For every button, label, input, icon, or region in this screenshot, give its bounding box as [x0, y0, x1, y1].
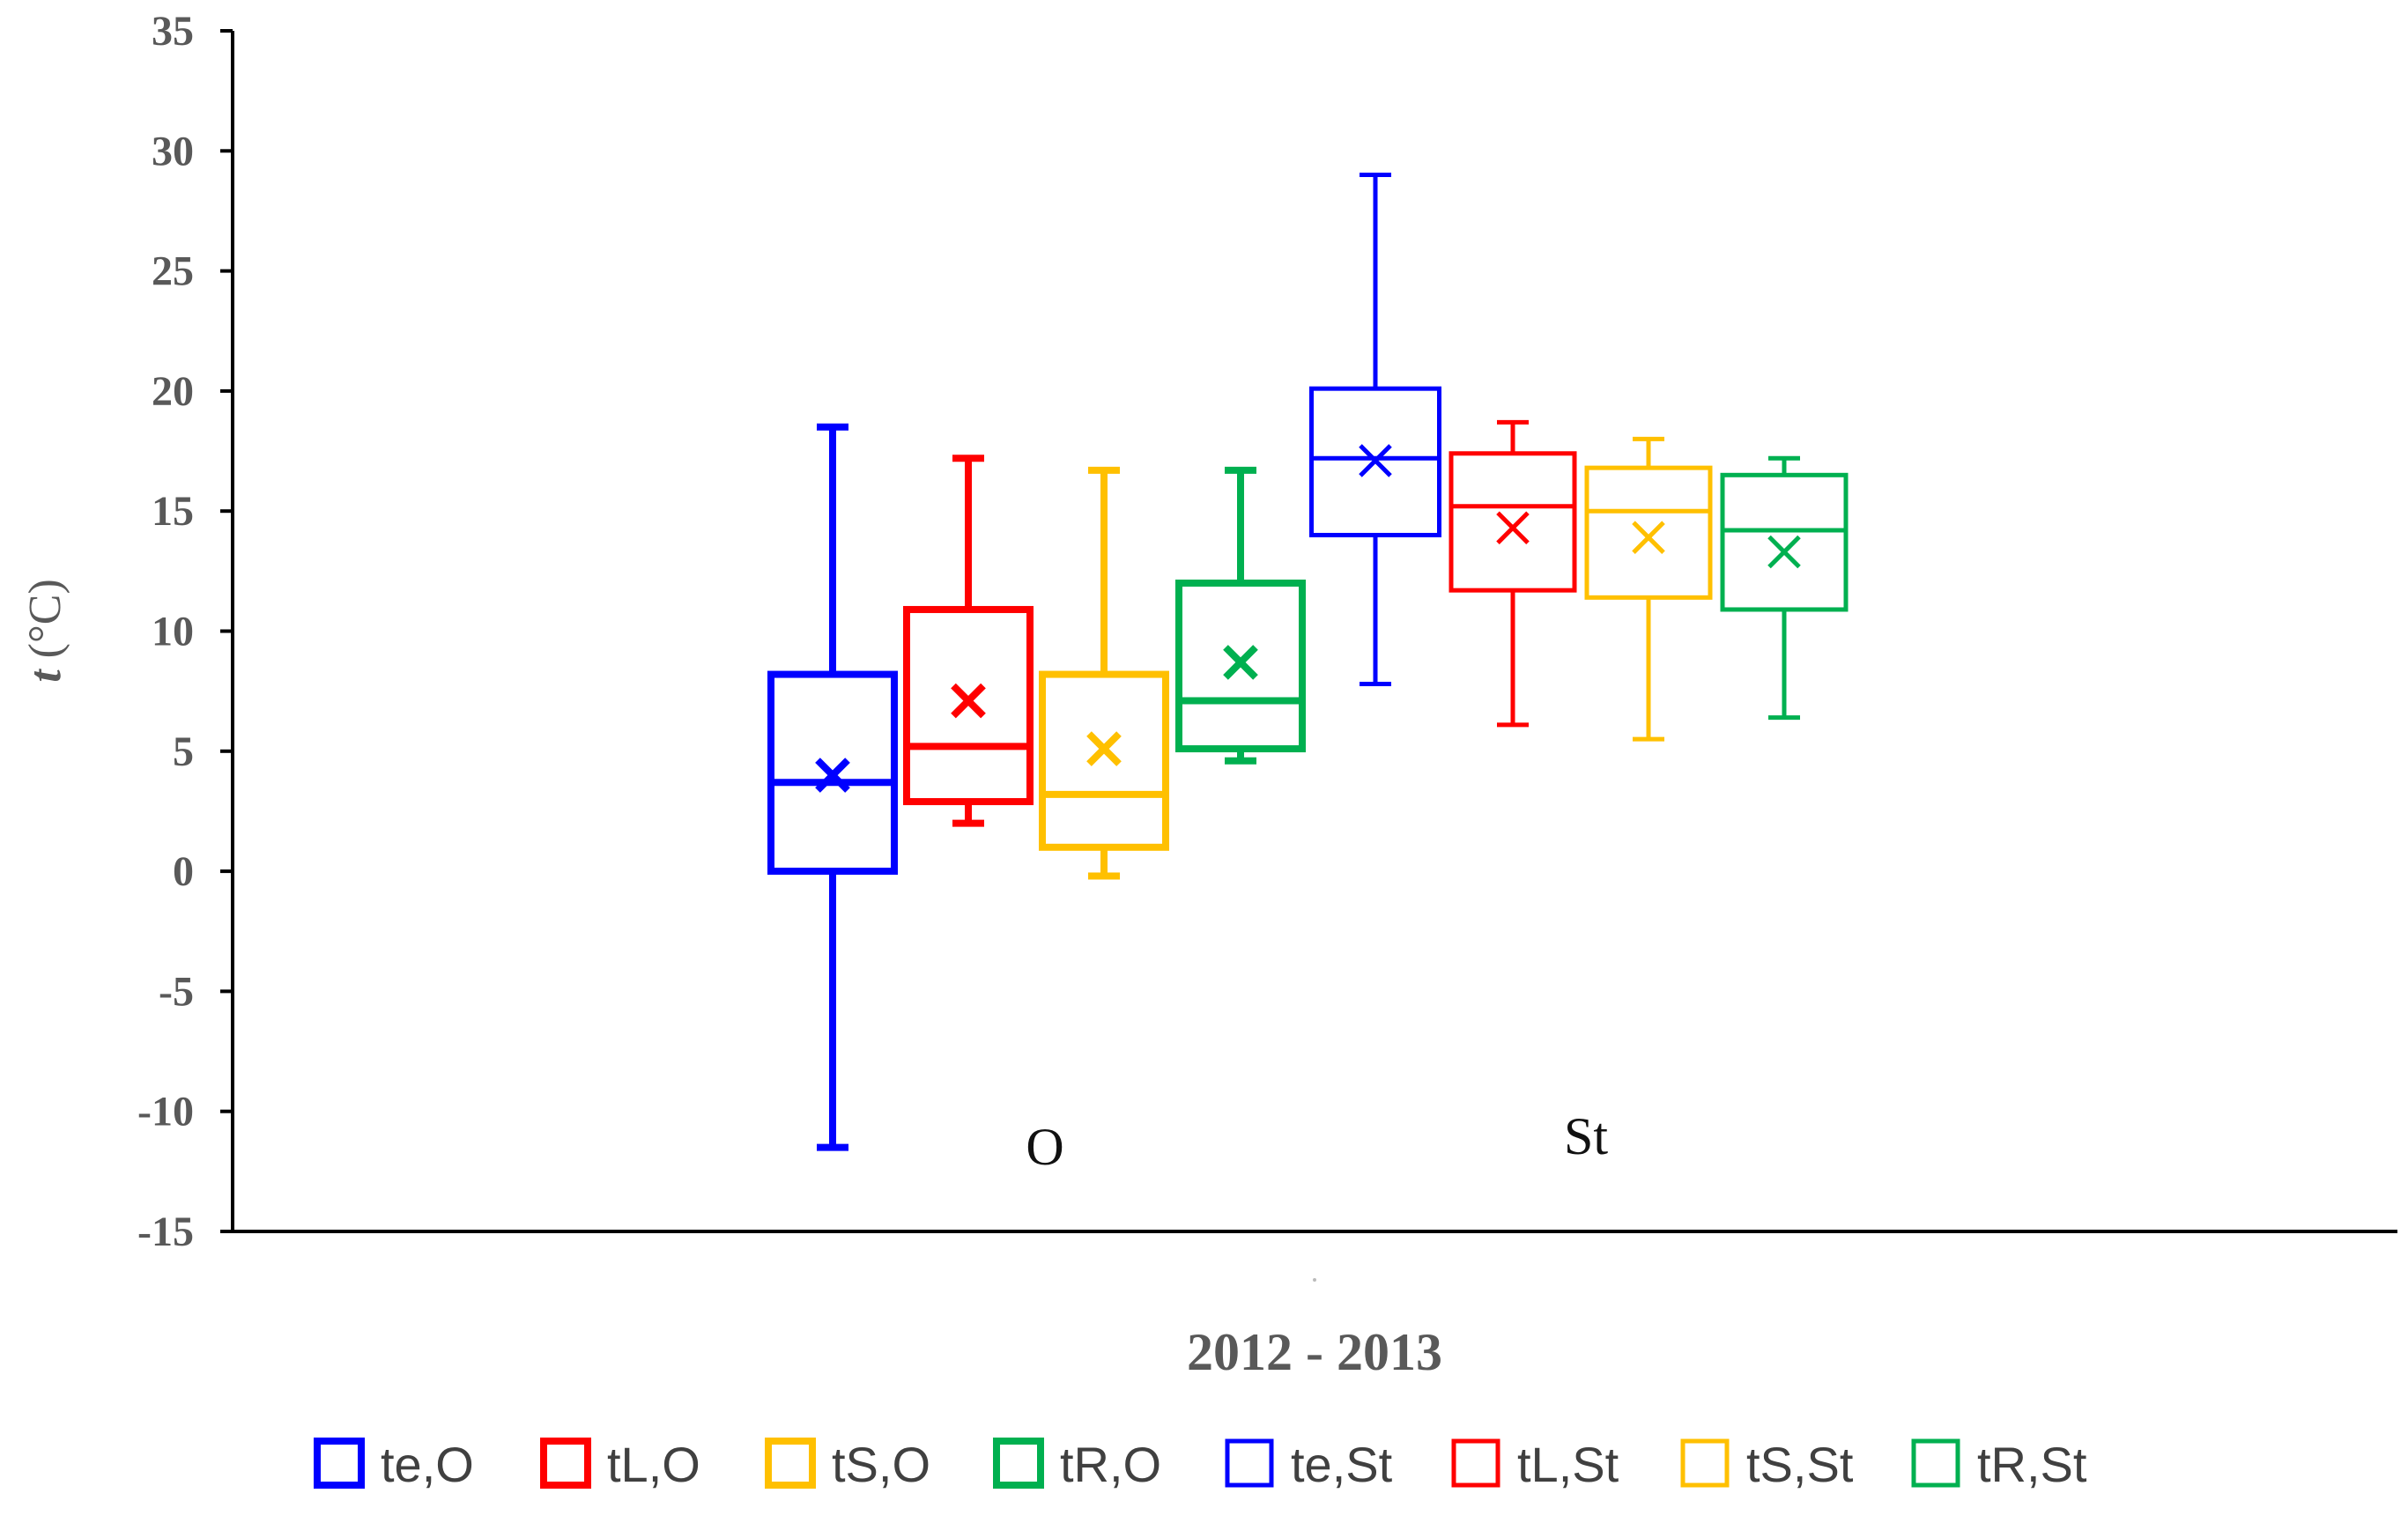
legend-label: tR,St — [1977, 1437, 2087, 1492]
legend-label: tS,O — [832, 1437, 930, 1492]
legend-label: tS,St — [1746, 1437, 1854, 1492]
box-iqr — [767, 670, 898, 876]
legend-swatch — [1680, 1438, 1730, 1488]
mean-marker — [1632, 521, 1665, 554]
legend-swatch — [1911, 1438, 1960, 1488]
box-group — [767, 173, 1849, 1151]
legend-item: tS,O — [765, 1437, 930, 1492]
legend-item: te,O — [314, 1437, 474, 1492]
mean-marker — [815, 758, 850, 793]
y-tick-label: -15 — [137, 1209, 194, 1255]
y-tick-label: 0 — [173, 848, 194, 895]
box-te-o — [767, 423, 898, 1151]
y-tick-label: -5 — [159, 968, 194, 1015]
box-iqr — [1449, 451, 1577, 593]
y-tick-label: 15 — [152, 488, 194, 535]
legend-item: tR,O — [993, 1437, 1161, 1492]
y-axis-title: t (°C) — [20, 579, 70, 683]
legend-item: te,St — [1225, 1437, 1393, 1492]
legend-swatch — [993, 1438, 1044, 1489]
legend-item: tS,St — [1680, 1437, 1854, 1492]
box-tl-o — [903, 455, 1034, 827]
y-tick-label: 10 — [152, 609, 194, 655]
legend-label: te,St — [1291, 1437, 1393, 1492]
legend-label: tL,St — [1517, 1437, 1619, 1492]
group-label-o: O — [1026, 1118, 1063, 1176]
legend-label: tR,O — [1060, 1437, 1161, 1492]
y-tick-label: -10 — [137, 1089, 194, 1135]
legend-swatch — [1451, 1438, 1500, 1488]
y-tick-label: 35 — [152, 8, 194, 55]
mean-marker — [1496, 511, 1530, 545]
legend-swatch — [314, 1438, 365, 1489]
legend-item: tL,O — [540, 1437, 700, 1492]
legend-swatch — [1225, 1438, 1274, 1488]
y-tick-group: 35 30 25 20 15 10 5 0 -5 -10 -15 — [137, 8, 233, 1255]
mean-marker — [951, 683, 986, 719]
y-axis-title-unit: (°C) — [20, 579, 70, 669]
mean-marker — [1223, 645, 1258, 680]
box-tr-o — [1175, 466, 1306, 765]
legend-swatch — [540, 1438, 591, 1489]
legend-label: tL,O — [607, 1437, 700, 1492]
legend-swatch — [765, 1438, 816, 1489]
mean-marker — [1086, 731, 1122, 766]
mean-marker — [1767, 535, 1801, 569]
box-iqr — [1584, 465, 1713, 600]
box-iqr — [1039, 670, 1169, 851]
legend: te,O tL,O tS,O tR,O te,St tL,St tS,St tR,St — [314, 1437, 2087, 1492]
box-ts-st — [1584, 436, 1713, 742]
legend-label: te,O — [381, 1437, 474, 1492]
box-ts-o — [1039, 466, 1169, 880]
legend-item: tR,St — [1911, 1437, 2087, 1492]
x-axis-title: 2012 - 2013 — [1187, 1323, 1442, 1381]
y-axis-title-symbol: t — [20, 669, 70, 683]
mean-marker — [1359, 444, 1392, 477]
y-tick-label: 20 — [152, 368, 194, 415]
stray-dot — [1313, 1278, 1316, 1282]
box-tl-st — [1449, 419, 1577, 728]
box-te-st — [1309, 173, 1441, 686]
group-label-st: St — [1564, 1107, 1608, 1165]
y-tick-label: 25 — [152, 248, 194, 295]
box-iqr — [1720, 472, 1849, 612]
legend-item: tL,St — [1451, 1437, 1619, 1492]
box-tr-st — [1720, 455, 1849, 721]
y-tick-label: 30 — [152, 128, 194, 174]
y-tick-label: 5 — [173, 728, 194, 775]
